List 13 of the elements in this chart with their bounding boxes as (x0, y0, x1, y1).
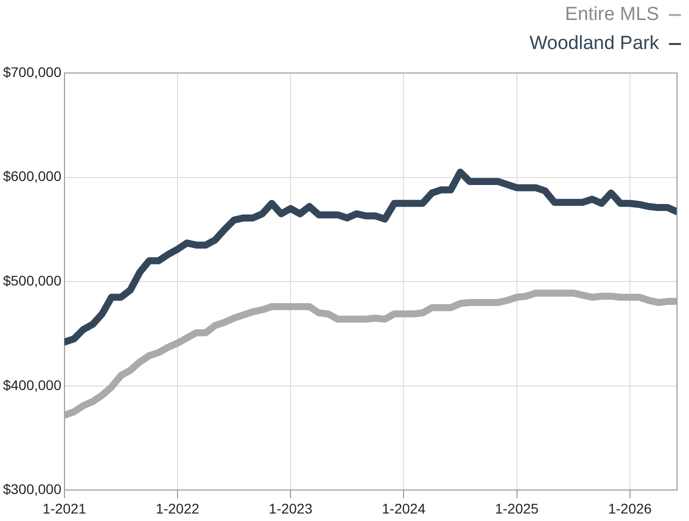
x-tick-label: 1-2023 (268, 500, 313, 516)
x-tick-label: 1-2021 (42, 500, 86, 516)
x-tick-label: 1-2025 (494, 500, 539, 516)
y-tick-label: $600,000 (2, 168, 62, 184)
y-tick-label: $700,000 (2, 64, 62, 80)
x-tick-label: 1-2024 (382, 500, 426, 516)
legend-label: Woodland Park (529, 33, 659, 54)
x-tick-label: 1-2022 (156, 500, 200, 516)
x-tick-label: 1-2026 (608, 500, 652, 516)
legend-label: Entire MLS (565, 4, 659, 25)
y-tick-label: $500,000 (2, 272, 62, 288)
y-tick-label: $300,000 (2, 481, 62, 498)
y-tick-label: $400,000 (2, 376, 62, 393)
